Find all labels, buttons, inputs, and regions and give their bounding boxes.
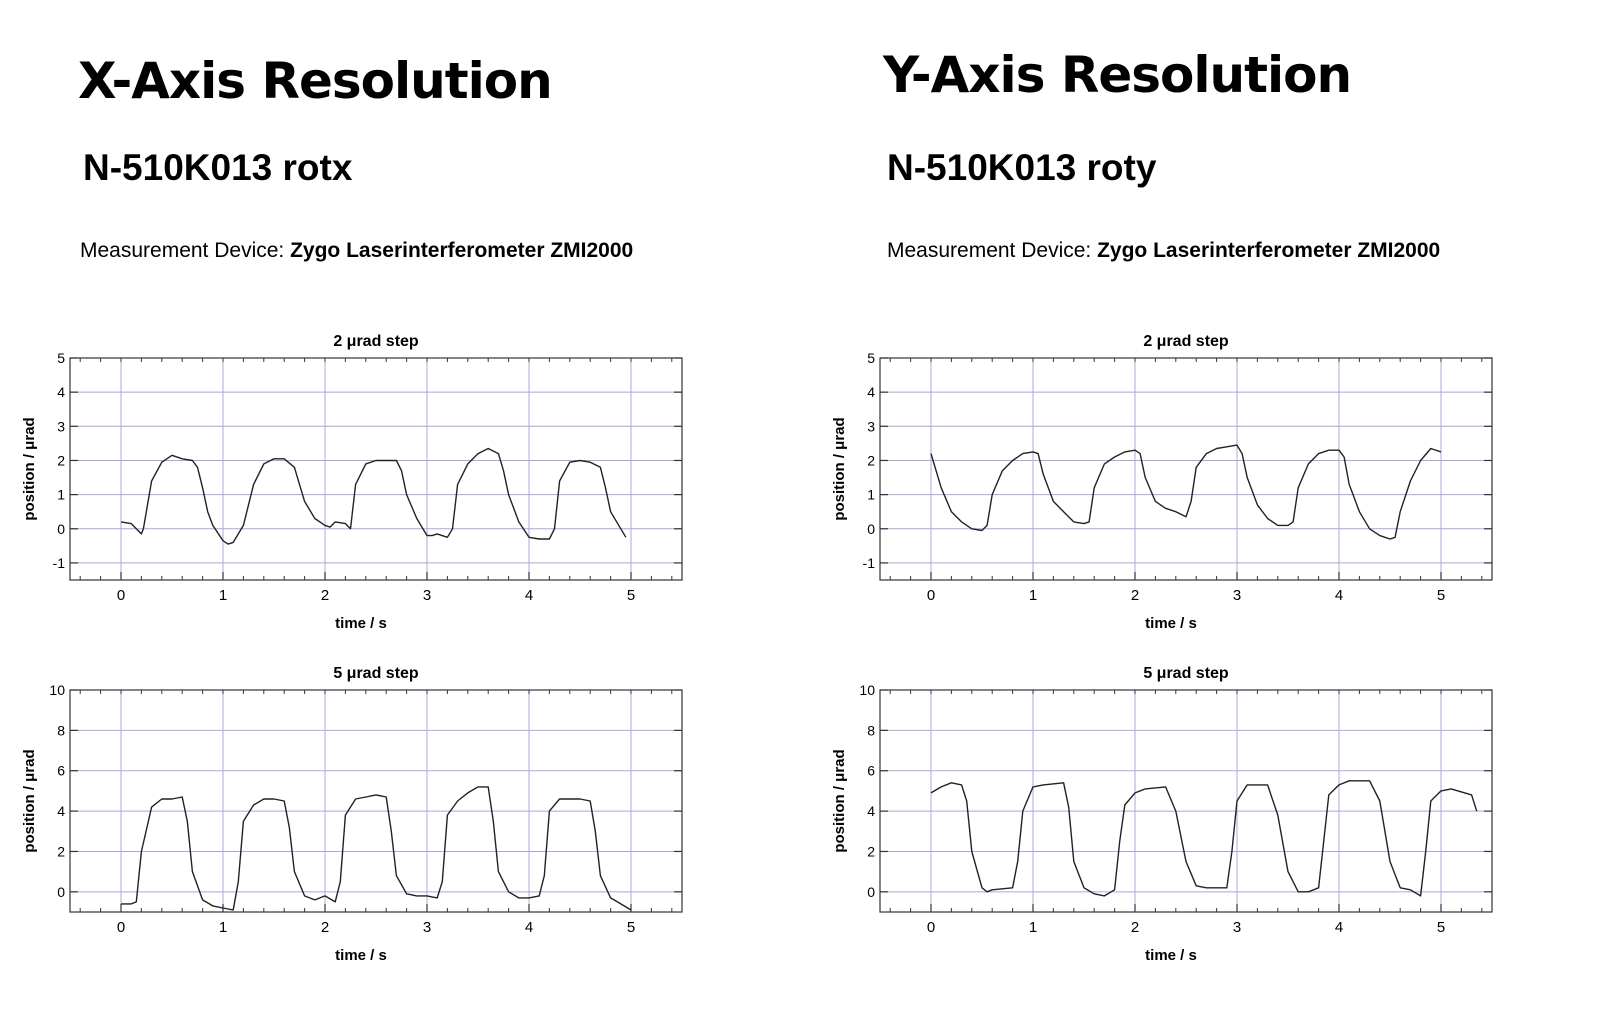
x-tick-label: 0 — [117, 587, 125, 604]
plot-frame — [879, 689, 1493, 913]
x-tick-label: 0 — [927, 587, 935, 604]
device-label: Measurement Device: — [887, 239, 1092, 262]
y-tick-label: 5 — [867, 350, 875, 366]
x-tick-label: 2 — [1131, 587, 1139, 604]
page-title: Y-Axis Resolution — [883, 46, 1352, 104]
chart-y-5urad: 5 μrad step 0 1 2 3 4 5 0 2 4 6 8 10 time / s position… — [831, 665, 1493, 964]
y-tick-label: 10 — [49, 682, 65, 698]
y-tick-label: 3 — [867, 418, 875, 434]
y-tick-label: 4 — [867, 384, 875, 400]
x-tick-label: 0 — [117, 919, 125, 936]
x-tick-label: 3 — [423, 919, 431, 936]
chart-x-5urad: 5 μrad step 0 1 2 3 4 5 0 2 4 6 8 10 time / s position… — [21, 665, 683, 964]
y-tick-label: 4 — [57, 803, 65, 819]
x-axis-column: X-Axis Resolution N-510K013 rotx Measure… — [0, 0, 790, 1033]
y-tick-label: -1 — [863, 555, 876, 571]
y-axis-label: position / μrad — [21, 417, 38, 520]
y-tick-label: 2 — [57, 843, 65, 859]
chart-title: 2 μrad step — [333, 333, 419, 350]
y-tick-label: 1 — [867, 487, 875, 503]
y-tick-label: 0 — [57, 521, 65, 537]
x-tick-label: 3 — [423, 587, 431, 604]
x-tick-label: 4 — [1335, 587, 1343, 604]
y-tick-label: 10 — [859, 682, 875, 698]
chart-x-2urad: 2 μrad step 0 1 2 3 4 5 -1 0 1 2 3 4 5 time / s positio… — [21, 333, 683, 632]
x-tick-label: 5 — [627, 587, 635, 604]
measurement-device: Measurement Device: Zygo Laserinterferom… — [80, 239, 633, 263]
y-tick-label: 2 — [867, 452, 875, 468]
y-axis-column: Y-Axis Resolution N-510K013 roty Measure… — [810, 0, 1600, 1033]
plot-frame — [879, 357, 1493, 581]
y-tick-label: 0 — [867, 884, 875, 900]
x-axis-label: time / s — [1145, 947, 1197, 964]
y-tick-label: 2 — [867, 843, 875, 859]
y-tick-label: 5 — [57, 350, 65, 366]
y-tick-label: 0 — [57, 884, 65, 900]
device-name: Zygo Laserinterferometer ZMI2000 — [1097, 239, 1441, 262]
y-tick-label: 6 — [867, 763, 875, 779]
x-tick-label: 1 — [219, 919, 227, 936]
series-line — [930, 780, 1478, 897]
x-tick-label: 4 — [525, 919, 533, 936]
model-subtitle: N-510K013 roty — [887, 147, 1157, 188]
y-tick-label: 6 — [57, 763, 65, 779]
x-tick-label: 1 — [219, 587, 227, 604]
y-axis-label: position / μrad — [831, 417, 848, 520]
plot-frame — [69, 689, 683, 913]
y-tick-label: 8 — [867, 722, 875, 738]
y-tick-label: 3 — [57, 418, 65, 434]
x-tick-label: 5 — [1437, 587, 1445, 604]
x-tick-label: 4 — [1335, 919, 1343, 936]
x-tick-label: 3 — [1233, 919, 1241, 936]
chart-y-2urad: 2 μrad step 0 1 2 3 4 5 -1 0 1 2 3 4 5 time / s positio… — [831, 333, 1493, 632]
y-tick-label: 1 — [57, 487, 65, 503]
x-tick-label: 1 — [1029, 587, 1037, 604]
y-axis-label: position / μrad — [21, 749, 38, 852]
x-tick-label: 5 — [1437, 919, 1445, 936]
plot-frame — [69, 357, 683, 581]
x-tick-label: 0 — [927, 919, 935, 936]
y-tick-label: 2 — [57, 452, 65, 468]
y-tick-label: 4 — [57, 384, 65, 400]
x-tick-label: 2 — [1131, 919, 1139, 936]
chart-title: 5 μrad step — [333, 665, 419, 682]
series-line — [120, 447, 627, 545]
x-tick-label: 3 — [1233, 587, 1241, 604]
x-axis-label: time / s — [1145, 615, 1197, 632]
series-line — [930, 444, 1442, 540]
x-tick-label: 1 — [1029, 919, 1037, 936]
x-tick-label: 4 — [525, 587, 533, 604]
chart-title: 2 μrad step — [1143, 333, 1229, 350]
device-name: Zygo Laserinterferometer ZMI2000 — [290, 239, 634, 262]
page-title: X-Axis Resolution — [78, 52, 553, 110]
chart-title: 5 μrad step — [1143, 665, 1229, 682]
x-axis-label: time / s — [335, 947, 387, 964]
y-tick-label: -1 — [53, 555, 66, 571]
x-tick-label: 5 — [627, 919, 635, 936]
y-tick-label: 8 — [57, 722, 65, 738]
series-line — [121, 786, 632, 911]
y-tick-label: 0 — [867, 521, 875, 537]
y-tick-label: 4 — [867, 803, 875, 819]
x-axis-label: time / s — [335, 615, 387, 632]
x-tick-label: 2 — [321, 919, 329, 936]
device-label: Measurement Device: — [80, 239, 285, 262]
measurement-device: Measurement Device: Zygo Laserinterferom… — [887, 239, 1440, 263]
model-subtitle: N-510K013 rotx — [83, 147, 353, 188]
x-tick-label: 2 — [321, 587, 329, 604]
y-axis-label: position / μrad — [831, 749, 848, 852]
